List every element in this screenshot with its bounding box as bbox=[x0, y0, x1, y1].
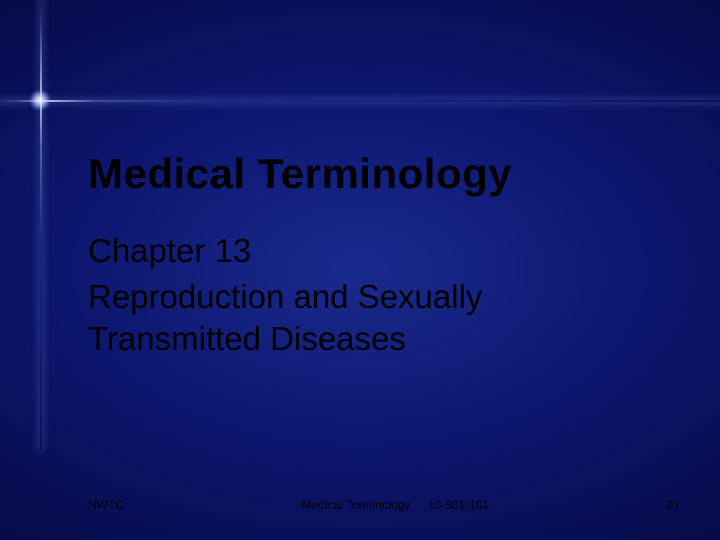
footer-course-code: 10-501-101 bbox=[428, 498, 489, 512]
footer-page-number: 67 bbox=[667, 498, 680, 512]
footer-course-info: Medical Terminology 10-501-101 bbox=[124, 498, 667, 512]
slide-content: Medical Terminology Chapter 13 Reproduct… bbox=[88, 150, 660, 360]
footer-institution: NWTC bbox=[88, 498, 124, 512]
chapter-label: Chapter 13 bbox=[88, 232, 660, 270]
slide-footer: NWTC Medical Terminology 10-501-101 67 bbox=[88, 498, 680, 512]
flare-core-glow bbox=[29, 89, 51, 111]
slide-subtitle: Reproduction and Sexually Transmitted Di… bbox=[88, 276, 660, 360]
flare-vertical-streak bbox=[40, 0, 42, 450]
footer-course-name: Medical Terminology bbox=[301, 498, 410, 512]
slide-title: Medical Terminology bbox=[88, 150, 660, 198]
slide: Medical Terminology Chapter 13 Reproduct… bbox=[0, 0, 720, 540]
flare-horizontal-streak bbox=[0, 100, 720, 102]
